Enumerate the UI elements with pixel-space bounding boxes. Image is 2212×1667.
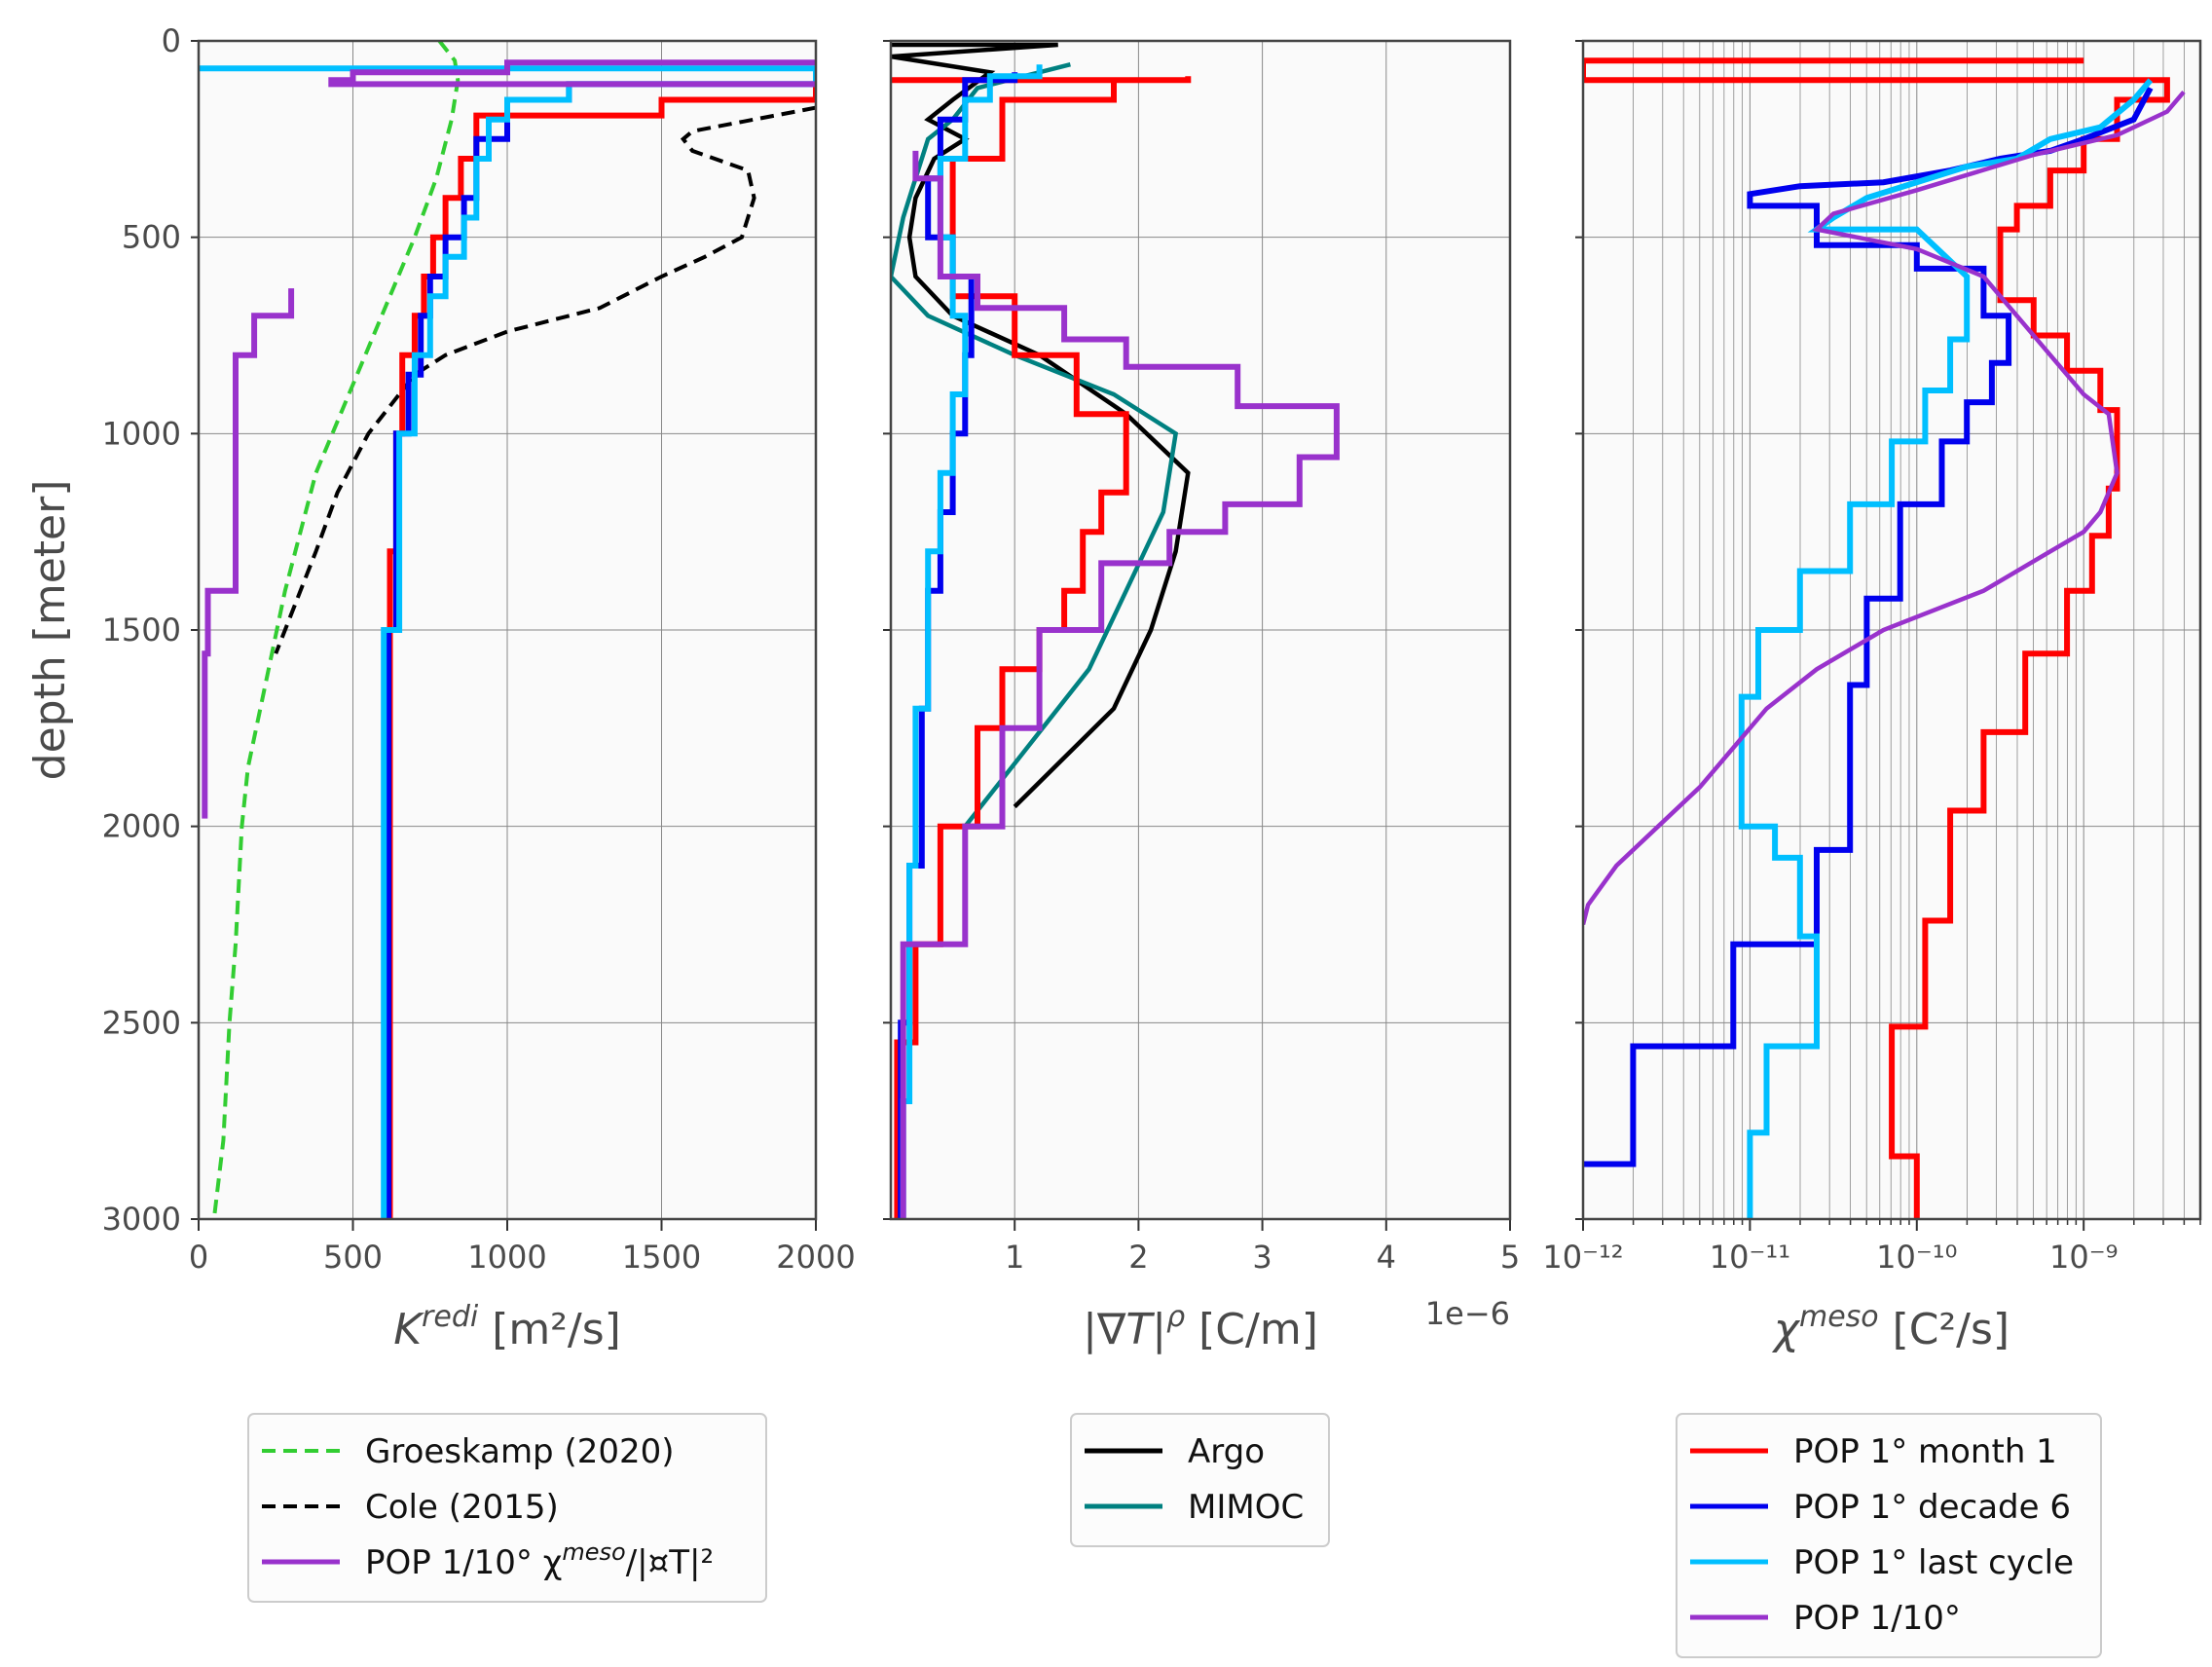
- x-axis-label: Kredi [m²/s]: [393, 1300, 621, 1354]
- y-tick-label: 0: [162, 22, 181, 59]
- x-tick-label: 5: [1500, 1239, 1520, 1276]
- legend-label: POP 1/10° χmeso/|¤T|²: [365, 1538, 714, 1582]
- legend-label: POP 1/10°: [1793, 1599, 1961, 1638]
- series-pop-1-last-cycle: [1738, 78, 2154, 1219]
- x-tick-label: 500: [323, 1239, 383, 1276]
- series-pop-1-10-: [1583, 90, 2186, 926]
- x-axis-label: χmeso [C²/s]: [1772, 1300, 2009, 1354]
- y-tick-label: 500: [122, 219, 181, 256]
- legend-label: Groeskamp (2020): [365, 1432, 675, 1471]
- x-tick-label: 2: [1128, 1239, 1148, 1276]
- y-tick-label: 1000: [102, 415, 181, 452]
- series-pop-1-month-1: [891, 76, 1192, 1219]
- x-tick-label: 10⁻⁹: [2049, 1239, 2118, 1276]
- series-pop-1-last-cycle: [199, 65, 816, 1219]
- series-cole-2015-: [274, 105, 816, 654]
- legend-label: POP 1° decade 6: [1793, 1488, 2071, 1527]
- x-tick-label: 3: [1252, 1239, 1272, 1276]
- series-group: [199, 41, 816, 1219]
- x-offset-text: 1e−6: [1425, 1295, 1510, 1332]
- x-tick-label: 1000: [467, 1239, 546, 1276]
- legend-box: [247, 1413, 767, 1603]
- legend-label: POP 1° last cycle: [1793, 1543, 2074, 1582]
- legend-label: MIMOC: [1188, 1488, 1304, 1527]
- legend-right: POP 1° month 1 POP 1° decade 6 POP 1° last…: [1676, 1413, 2102, 1658]
- y-tick-label: 2000: [102, 808, 181, 845]
- x-tick-label: 1: [1005, 1239, 1024, 1276]
- plot-frame: [1581, 39, 2202, 1221]
- series-group: [891, 42, 1340, 1219]
- legend-label: POP 1° month 1: [1793, 1432, 2057, 1471]
- plot-frame: [889, 39, 1512, 1221]
- x-axis-label: |∇T|ρ [C/m]: [1083, 1300, 1318, 1354]
- series-pop-1-decade-6: [1583, 86, 2154, 1167]
- y-tick-label: 3000: [102, 1201, 181, 1238]
- x-tick-label: 0: [189, 1239, 208, 1276]
- plot-frame: [197, 39, 818, 1221]
- legend-left: Groeskamp (2020) Cole (2015) POP 1/10° χme…: [247, 1413, 767, 1603]
- series-argo: [891, 42, 1191, 809]
- panel-middle: 1 2 3 4 5 |∇T|ρ [C/m] 1e−6: [883, 39, 1520, 1354]
- series-groeskamp-2020-: [211, 41, 461, 1219]
- panel-right: 10⁻¹² 10⁻¹¹ 10⁻¹⁰ 10⁻⁹ χmeso [C²/s]: [1542, 39, 2202, 1354]
- legend-label: Argo: [1188, 1432, 1265, 1471]
- x-tick-label: 1500: [622, 1239, 701, 1276]
- legend-label: Cole (2015): [365, 1488, 559, 1527]
- series-pop-1-10-: [328, 59, 816, 88]
- x-tick-label: 2000: [776, 1239, 855, 1276]
- y-tick-label: 1500: [102, 611, 181, 648]
- y-tick-label: 2500: [102, 1004, 181, 1041]
- legend-box: [1676, 1413, 2102, 1658]
- legend-middle: Argo MIMOC: [1070, 1413, 1330, 1547]
- x-tick-label: 4: [1377, 1239, 1396, 1276]
- legend-box: [1070, 1413, 1330, 1547]
- series-pop-1-10-: [900, 150, 1340, 1219]
- series-pop-1-last-cycle: [900, 64, 1043, 1219]
- series-group: [1583, 57, 2186, 1219]
- x-tick-label: 10⁻¹²: [1542, 1239, 1623, 1276]
- x-tick-label: 10⁻¹⁰: [1876, 1239, 1957, 1276]
- series-pop-1-10-meso-t-: [202, 288, 295, 819]
- y-axis-label: depth [meter]: [25, 480, 75, 781]
- x-tick-label: 10⁻¹¹: [1710, 1239, 1790, 1276]
